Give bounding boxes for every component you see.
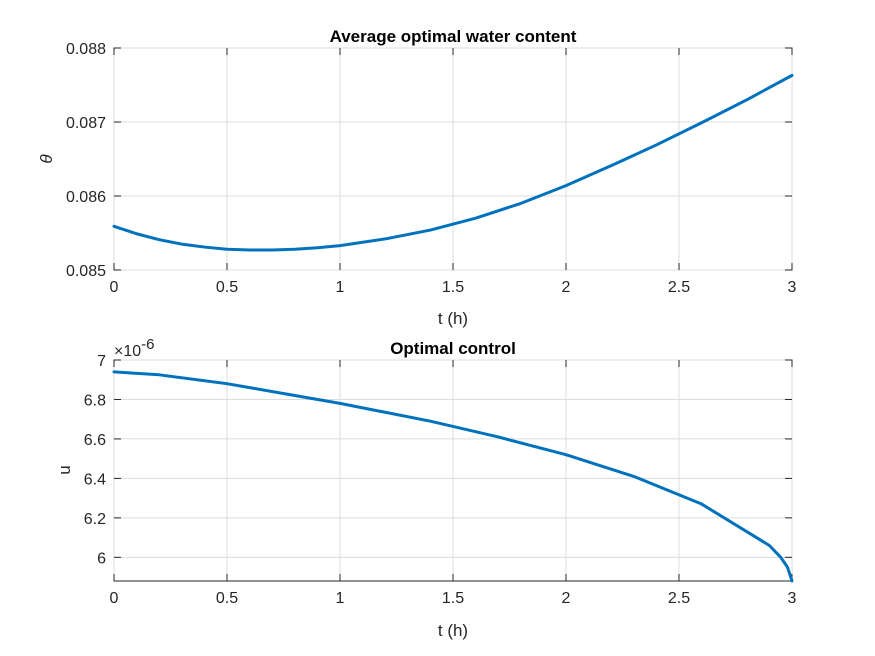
- bottom-chart-y-tick-label: 6.8: [84, 392, 106, 409]
- top-chart-ticks: 0 0.5 1 1.5 2 2.5 3 0.085 0.086 0.087 0.088: [66, 41, 797, 296]
- top-chart-x-tick-label: 2: [562, 279, 571, 296]
- bottom-chart-x-tick-label: 1: [336, 590, 345, 607]
- bottom-chart-xlabel: t (h): [438, 621, 468, 640]
- bottom-chart-y-tick-label: 6: [97, 550, 106, 567]
- top-chart-y-tick-label: 0.086: [66, 189, 106, 206]
- top-chart-theta-line: [112, 73, 794, 252]
- bottom-chart-x-tick-label: 2: [562, 590, 571, 607]
- top-chart-x-tick-label: 0: [110, 279, 119, 296]
- top-chart-x-tick-label: 0.5: [216, 279, 238, 296]
- top-chart-x-tick-label: 2.5: [668, 279, 690, 296]
- bottom-chart-y-tick-label: 6.4: [84, 471, 106, 488]
- top-chart-axes: 0 0.5 1 1.5 2 2.5 3 0.085 0.086 0.087 0.088 Averag…: [37, 27, 797, 328]
- bottom-chart-ticks: 0 0.5 1 1.5 2 2.5 3 6 6.2 6.4 6.6 6.8 7: [84, 353, 797, 607]
- top-chart-title: Average optimal water content: [330, 27, 577, 46]
- top-chart-x-tick-label: 1: [336, 279, 345, 296]
- bottom-chart-axes: 0 0.5 1 1.5 2 2.5 3 6 6.2 6.4 6.6 6.8 7 Optimal cont…: [55, 336, 797, 640]
- bottom-chart-y-tick-label: 6.6: [84, 432, 106, 449]
- exponent-base: ×10: [114, 343, 141, 360]
- top-chart-xlabel: t (h): [438, 309, 468, 328]
- bottom-chart-y-tick-label: 7: [97, 353, 106, 370]
- exponent-power: -6: [141, 336, 154, 353]
- bottom-chart-x-tick-label: 0.5: [216, 590, 238, 607]
- bottom-chart-x-tick-label: 3: [788, 590, 797, 607]
- bottom-chart-x-tick-label: 2.5: [668, 590, 690, 607]
- top-chart-ylabel: θ: [37, 154, 56, 164]
- bottom-chart-x-tick-label: 0: [110, 590, 119, 607]
- top-chart-y-tick-label: 0.088: [66, 41, 106, 58]
- bottom-chart-exponent-label: ×10-6: [114, 336, 154, 360]
- bottom-chart-y-tick-label: 6.2: [84, 511, 106, 528]
- top-chart-y-tick-label: 0.087: [66, 115, 106, 132]
- top-chart-x-tick-label: 1.5: [442, 279, 464, 296]
- top-chart-x-tick-label: 3: [788, 279, 797, 296]
- bottom-chart-x-tick-label: 1.5: [442, 590, 464, 607]
- top-chart-y-tick-label: 0.085: [66, 263, 106, 280]
- bottom-chart-title: Optimal control: [390, 339, 516, 358]
- bottom-chart-u-line: [112, 370, 794, 583]
- bottom-chart-ylabel: u: [55, 465, 74, 474]
